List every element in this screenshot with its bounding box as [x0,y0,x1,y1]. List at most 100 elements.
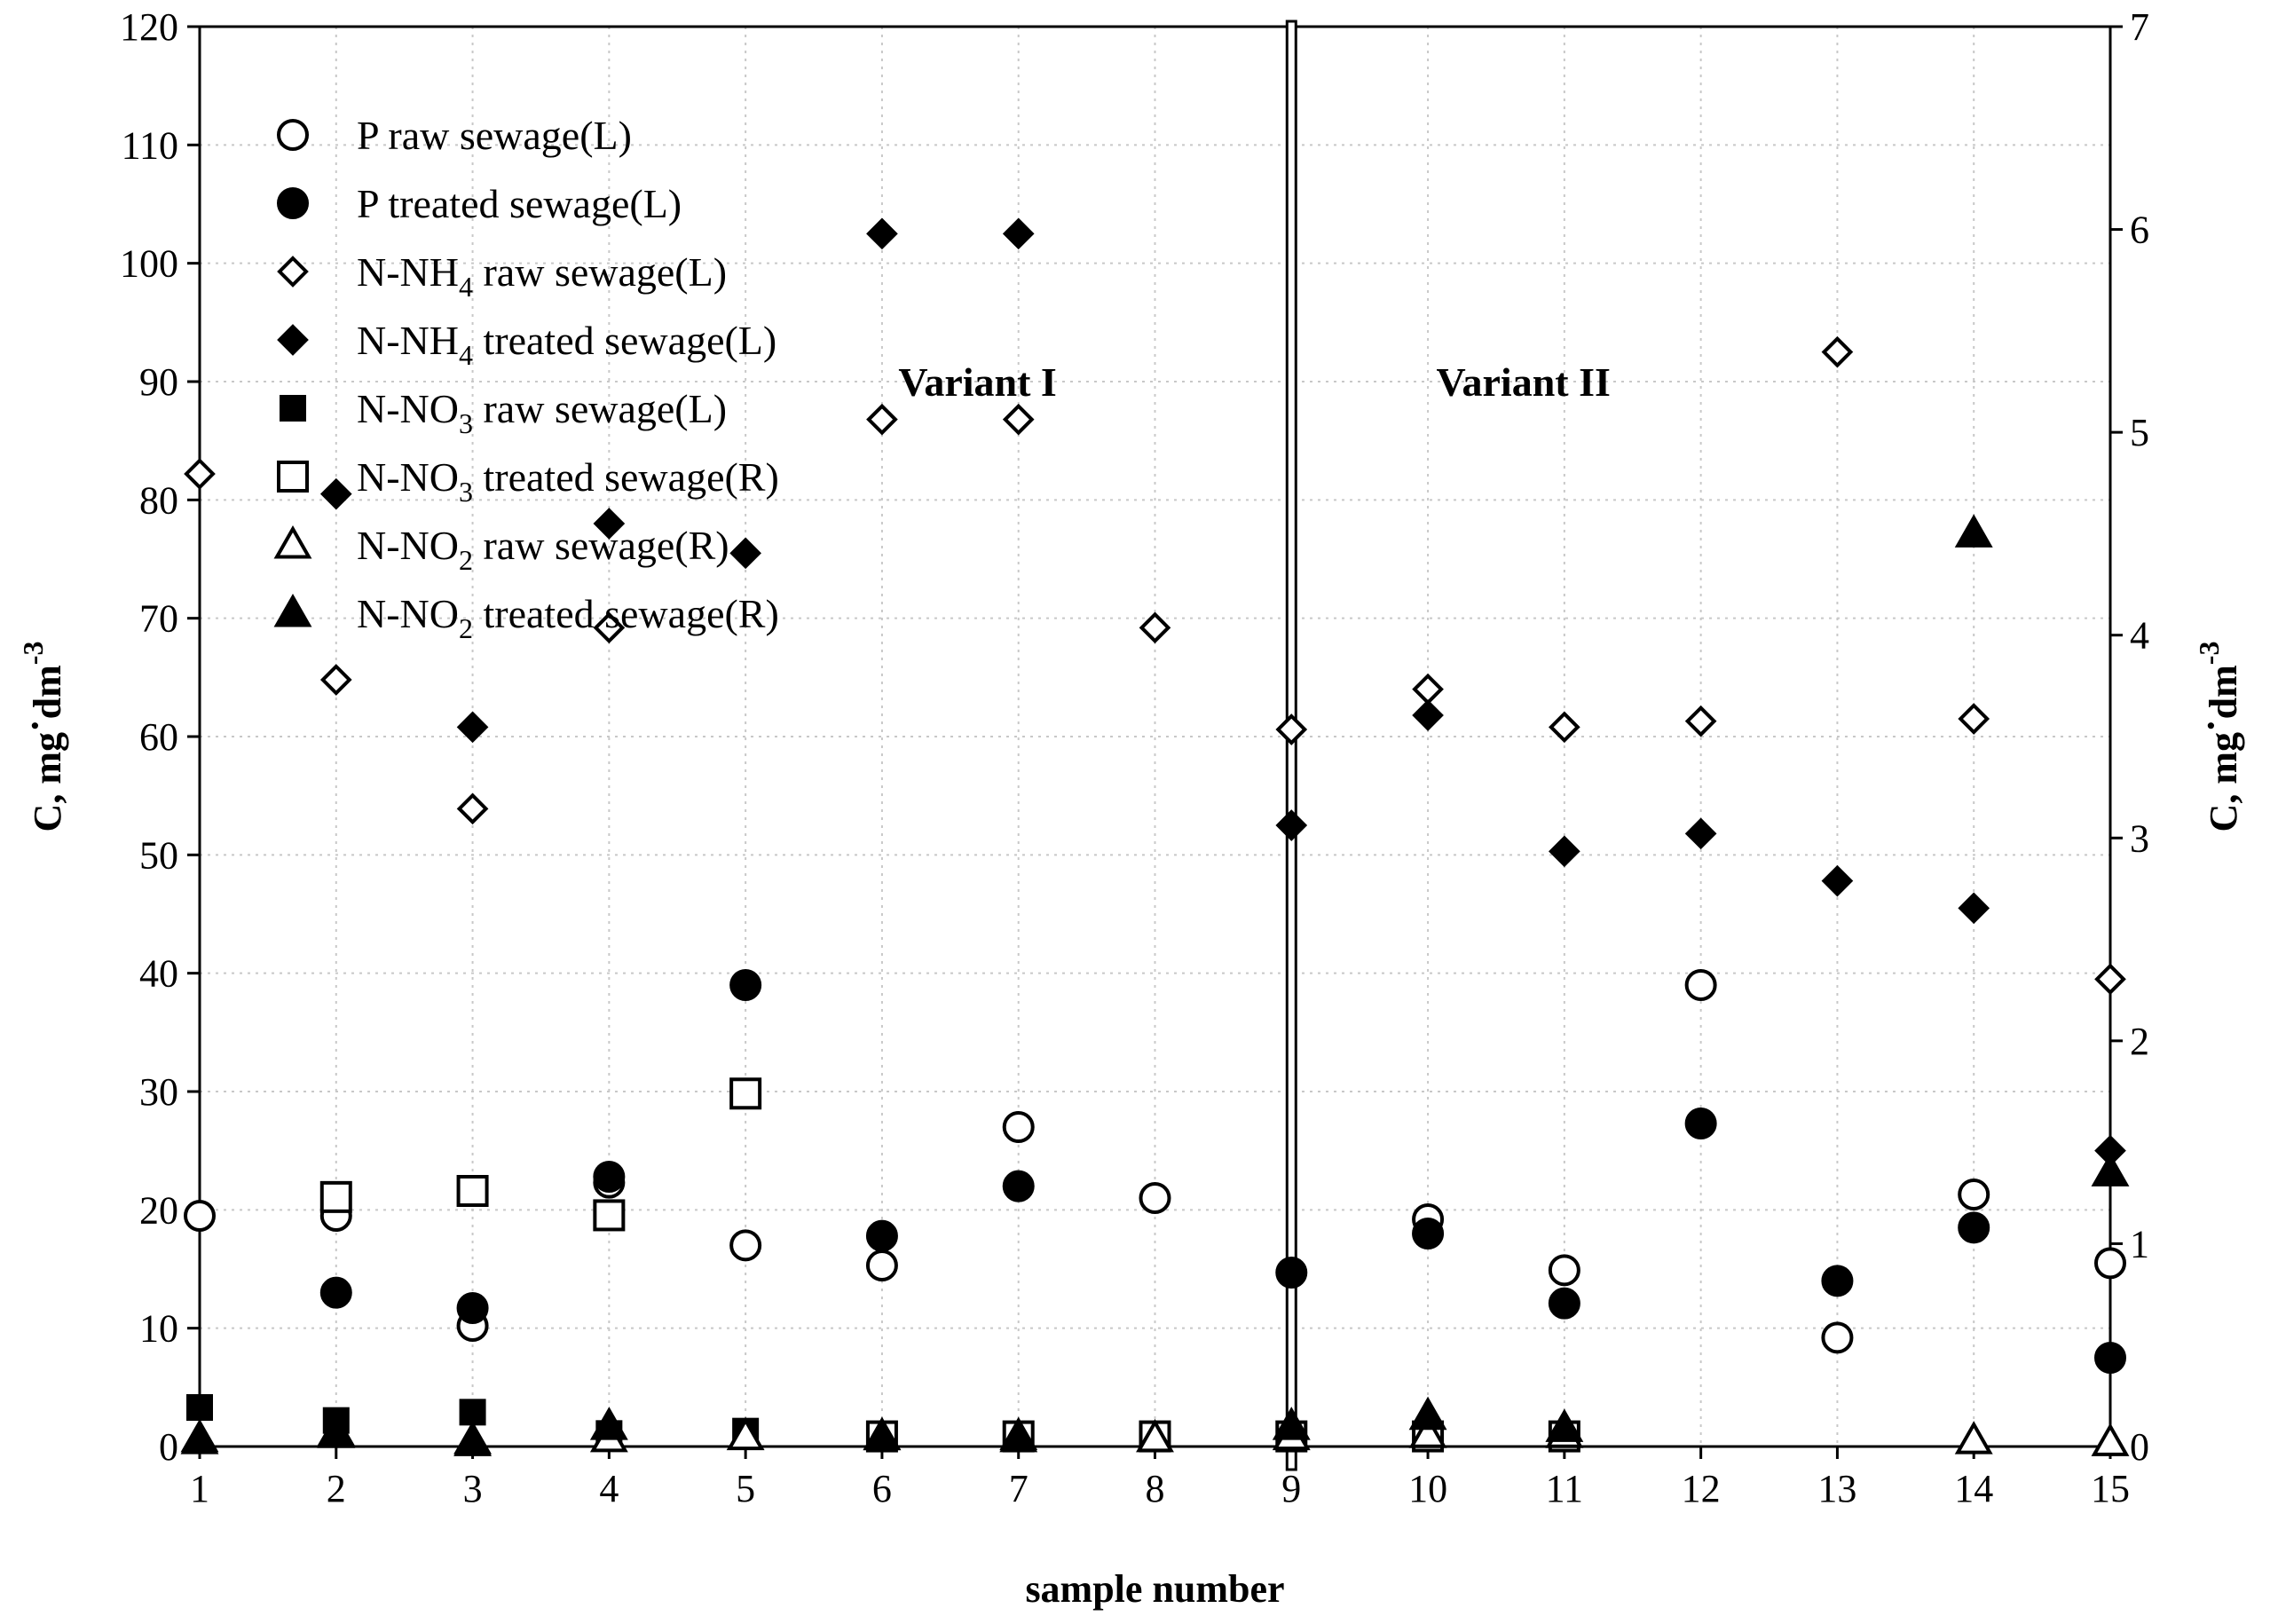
y-right-tick-label: 1 [2130,1222,2149,1265]
legend-marker [273,593,312,627]
legend-label: P treated sewage(L) [357,181,682,226]
data-point [1821,1321,1854,1354]
y-left-tick-label: 80 [139,478,178,522]
variant-divider-line [1285,20,1297,1471]
data-point [1002,217,1035,250]
y-right-tick-label: 5 [2130,411,2149,454]
data-point [319,477,352,510]
data-point [456,1292,489,1324]
data-point [729,1077,762,1110]
data-point [184,1200,216,1232]
data-point [1139,611,1171,644]
y-left-tick-label: 90 [139,360,178,404]
series-1 [319,969,2126,1374]
data-point [1412,1218,1445,1250]
data-point [1139,1182,1171,1214]
data-point [1412,699,1444,731]
legend-marker [277,187,309,219]
data-point [1548,1287,1580,1320]
x-tick-label: 7 [1009,1467,1029,1510]
data-point [1958,1179,1990,1210]
data-point [593,1199,626,1232]
data-point [726,1416,765,1451]
x-tick-label: 1 [190,1467,209,1510]
legend-marker [277,119,309,151]
legend-item: P treated sewage(L) [277,181,682,226]
data-point [729,537,761,570]
legend: P raw sewage(L) P treated sewage(L) N-NH4 … [273,113,779,644]
variant-divider [1285,20,1297,1471]
data-point [1408,1396,1447,1431]
data-point [186,1394,213,1421]
y-left-tick-label: 40 [139,952,178,996]
data-point [593,611,626,644]
data-point [1002,403,1035,436]
data-point [1275,1257,1308,1289]
data-point [1821,1265,1854,1297]
data-point [319,664,352,696]
y-left-tick-label: 120 [120,5,178,49]
data-point [459,1399,486,1426]
data-point [593,508,626,540]
y-left-tick-label: 110 [122,123,178,167]
data-point [1275,809,1308,841]
data-point [1002,1170,1035,1202]
data-point [2091,1423,2130,1456]
y-left-axis-title: C, mg·dm-3 [13,642,69,832]
y-right-tick-label: 6 [2130,209,2149,252]
legend-label: N-NH4 raw sewage(L) [357,249,727,303]
x-tick-label: 6 [872,1467,892,1510]
data-point [2094,963,2126,996]
legend-marker [273,524,312,559]
data-point [184,458,216,490]
data-point [1958,1211,1990,1244]
legend-label: P raw sewage(L) [357,113,632,158]
legend-label: N-NO2 raw sewage(R) [357,523,729,576]
data-point [1954,514,1993,548]
data-point [1958,892,1990,925]
data-point [865,1250,898,1281]
legend-item: N-NO2 treated sewage(R) [273,591,779,644]
data-point [729,969,762,1001]
legend-item: N-NO3 treated sewage(R) [277,454,779,508]
y-left-tick-label: 30 [139,1070,178,1114]
data-point [866,403,898,436]
y-right-tick-label: 3 [2130,816,2149,860]
x-tick-label: 10 [1408,1467,1447,1510]
data-point [180,1421,219,1455]
data-point [1958,703,1990,735]
axis-titles: sample number C, mg·dm-3 C, mg·dm-3 [13,642,2245,1611]
legend-item: P raw sewage(L) [277,113,632,158]
data-point [589,1407,628,1440]
y-right-tick-label: 2 [2130,1020,2149,1063]
x-tick-label: 13 [1817,1467,1856,1510]
legend-marker [277,461,309,493]
data-point [456,1175,489,1207]
legend-item: N-NO3 raw sewage(L) [280,386,727,439]
series-3 [319,217,2126,1167]
x-tick-label: 12 [1682,1467,1721,1510]
data-point [1684,705,1717,737]
legend-item: N-NH4 treated sewage(L) [277,318,776,371]
legend-marker [277,324,309,356]
data-point [1272,1407,1311,1440]
legend-item: N-NO2 raw sewage(R) [273,523,729,576]
data-point [729,1229,762,1262]
x-tick-label: 15 [2091,1467,2130,1510]
y-left-tick-label: 20 [139,1188,178,1232]
x-tick-label: 14 [1954,1467,1993,1510]
data-point [999,1418,1038,1453]
data-point [2091,1153,2130,1186]
x-tick-label: 2 [327,1467,346,1510]
y-left-tick-label: 0 [159,1425,178,1469]
y-right-tick-label: 0 [2130,1425,2149,1469]
y-left-tick-label: 10 [139,1307,178,1351]
data-point [1821,864,1854,897]
legend-label: N-NO2 treated sewage(R) [357,591,779,644]
legend-label: N-NO3 raw sewage(L) [357,386,727,439]
y-left-tick-label: 70 [139,597,178,641]
y-left-tick-label: 50 [139,833,178,877]
data-point [456,792,489,825]
data-point [1002,1111,1035,1143]
